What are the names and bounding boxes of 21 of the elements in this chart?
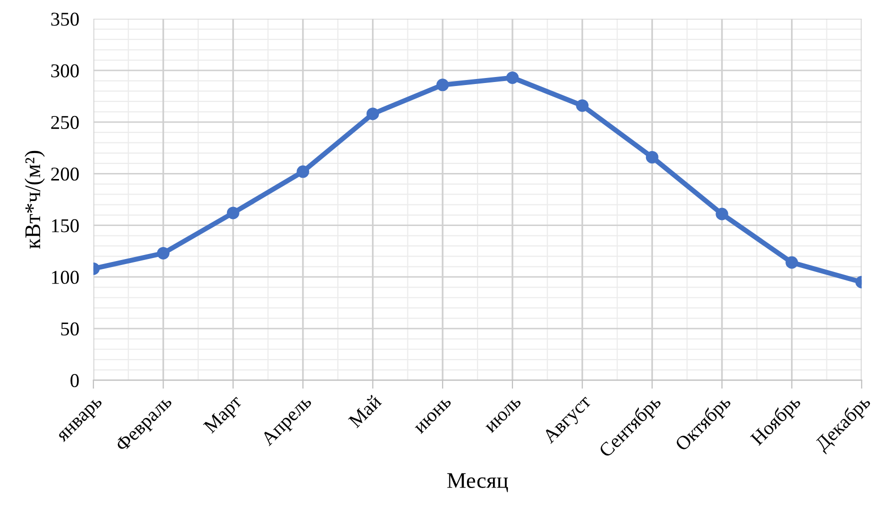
point [506,71,519,84]
point [226,206,240,220]
x-tick-label: июль [485,396,522,434]
y-axis-title: кВт*ч/(м²) [24,150,45,249]
point [366,108,380,120]
y-tick-label: 0 [70,374,79,388]
point [436,78,449,92]
x-axis-title: Месяц [447,473,508,492]
y-tick-label: 300 [51,64,79,78]
y-tick-label: 50 [61,322,79,336]
y-tick-label: 200 [51,168,79,181]
y-tick-label: 350 [51,12,79,26]
point [157,246,170,260]
y-tick-label: 100 [52,270,79,284]
point [716,208,728,220]
point [786,256,798,269]
y-tick-label: 250 [51,116,79,130]
y-tick-label: 150 [52,219,79,232]
point [646,150,658,164]
point [576,99,589,112]
point [296,165,310,178]
